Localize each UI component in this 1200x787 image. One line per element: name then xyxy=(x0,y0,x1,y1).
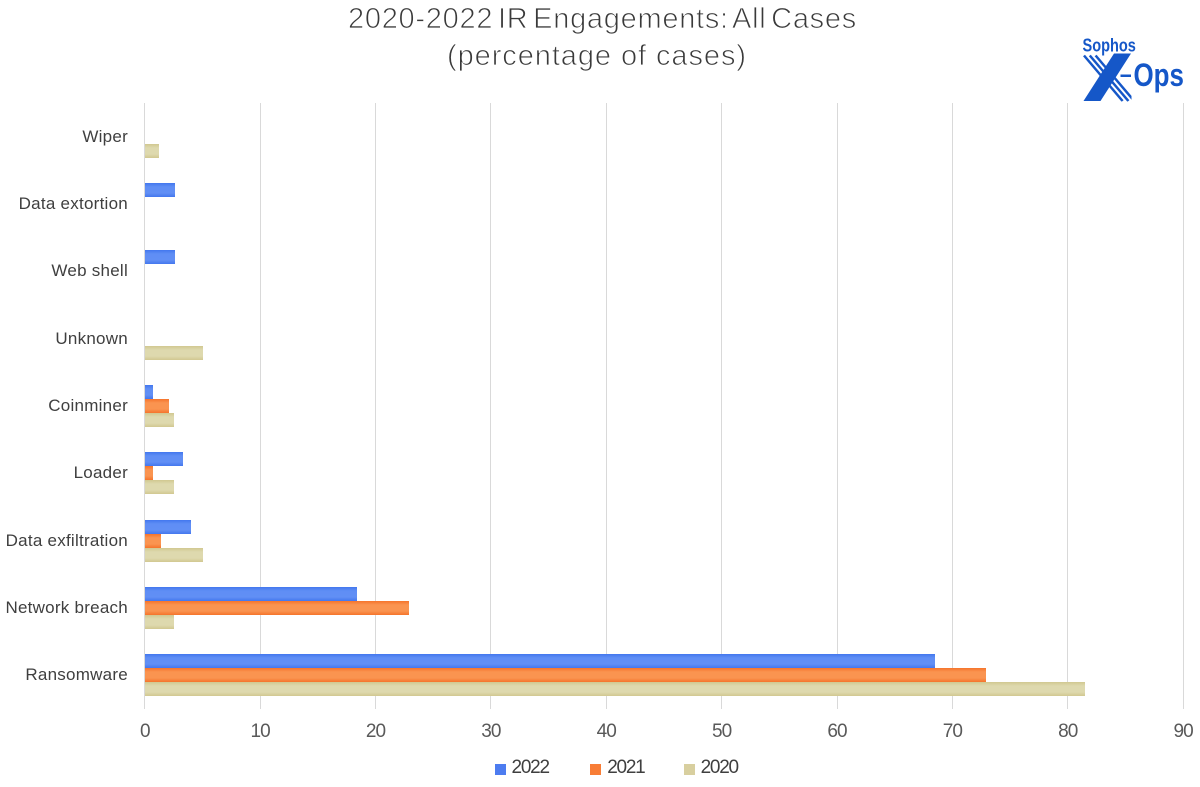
svg-text:Sophos: Sophos xyxy=(1083,36,1136,56)
svg-text:Ops: Ops xyxy=(1133,58,1183,93)
